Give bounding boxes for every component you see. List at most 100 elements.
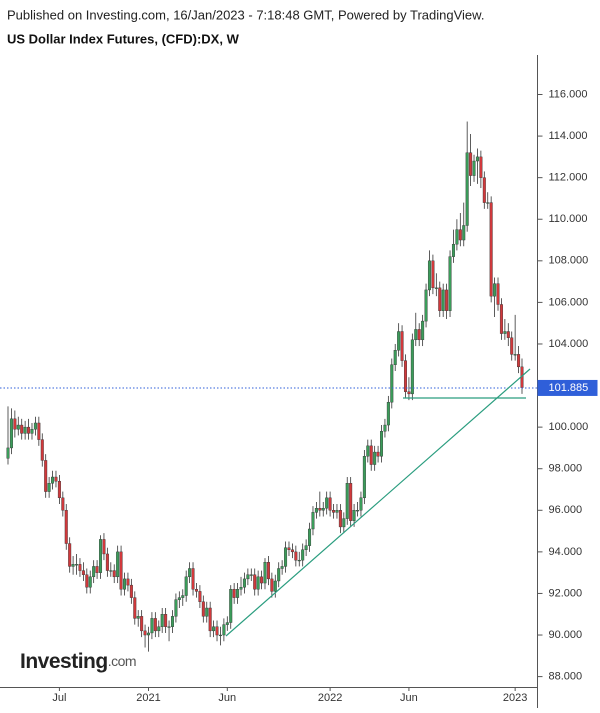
candle-body xyxy=(30,429,34,434)
candle-body xyxy=(369,445,373,465)
candle-body xyxy=(486,202,490,204)
candle-body xyxy=(335,510,339,513)
candle-body xyxy=(287,547,291,550)
candle-body xyxy=(308,528,312,546)
chart-title: US Dollar Index Futures, (CFD):DX, W xyxy=(7,31,240,46)
candle-body xyxy=(448,256,452,311)
candle-body xyxy=(150,618,154,634)
y-tick-label: 100.000 xyxy=(549,421,589,433)
candle-body xyxy=(239,587,243,590)
candle-body xyxy=(242,578,246,588)
candle-body xyxy=(469,152,473,176)
candle-body xyxy=(13,418,17,430)
candle-body xyxy=(314,508,318,513)
candle-body xyxy=(99,539,103,573)
candle-body xyxy=(359,497,363,511)
candle-body xyxy=(33,422,37,430)
candle-body xyxy=(54,476,58,482)
candle-body xyxy=(212,626,216,632)
candle-body xyxy=(280,566,284,569)
candle-body xyxy=(191,568,195,590)
candle-body xyxy=(184,576,188,596)
candle-body xyxy=(64,510,68,544)
candle-body xyxy=(129,584,133,598)
y-tick-label: 104.000 xyxy=(549,338,589,350)
candle-body xyxy=(513,354,517,356)
candle-body xyxy=(167,626,171,628)
candle-body xyxy=(6,447,10,459)
x-tick-label: 2023 xyxy=(503,692,527,704)
candle-body xyxy=(356,510,360,512)
candle-body xyxy=(304,545,308,550)
candle-body xyxy=(160,614,164,627)
candle-body xyxy=(153,618,157,632)
candle-body xyxy=(23,426,27,434)
candle-body xyxy=(386,401,390,426)
candle-body xyxy=(325,497,329,509)
candle-body xyxy=(445,289,449,311)
candle-body xyxy=(414,329,418,341)
candle-body xyxy=(332,510,336,513)
y-tick-label: 94.000 xyxy=(549,546,583,558)
candle-body xyxy=(517,354,521,368)
candle-body xyxy=(9,418,13,449)
candle-body xyxy=(71,564,75,567)
x-tick-label: 2021 xyxy=(136,692,160,704)
candle-body xyxy=(37,422,41,440)
candle-body xyxy=(273,580,277,592)
candle-body xyxy=(146,632,150,636)
candle-body xyxy=(489,202,493,297)
candle-body xyxy=(462,225,466,241)
candle-body xyxy=(260,576,264,584)
candle-body xyxy=(407,391,411,395)
candle-body xyxy=(455,229,459,245)
candle-body xyxy=(366,445,370,457)
y-tick-label: 112.000 xyxy=(549,172,588,184)
candle-body xyxy=(198,591,202,602)
candle-body xyxy=(20,424,24,434)
candle-body xyxy=(164,614,168,627)
candle-body xyxy=(112,570,116,578)
candle-body xyxy=(383,424,387,432)
candle-body xyxy=(47,483,51,492)
candle-body xyxy=(294,551,298,561)
candle-body xyxy=(57,480,61,499)
candle-body xyxy=(301,549,305,561)
candle-body xyxy=(352,510,356,521)
x-tick-label: Jun xyxy=(400,692,418,704)
candle-body xyxy=(222,624,226,636)
candle-body xyxy=(215,626,219,636)
candle-body xyxy=(451,243,455,257)
candle-body xyxy=(499,304,503,334)
candle-body xyxy=(92,566,96,578)
candle-body xyxy=(61,497,65,511)
candle-body xyxy=(133,597,137,619)
y-tick-label: 116.000 xyxy=(549,88,588,100)
candle-body xyxy=(270,578,274,592)
candle-body xyxy=(256,576,260,590)
candle-body xyxy=(338,510,342,528)
x-tick-label: Jun xyxy=(218,692,236,704)
candle-body xyxy=(75,564,79,566)
candle-body xyxy=(109,570,113,572)
candle-body xyxy=(397,331,401,351)
candle-body xyxy=(95,566,99,573)
candle-body xyxy=(424,289,428,322)
y-tick-label: 110.000 xyxy=(549,213,588,225)
candle-body xyxy=(208,607,212,632)
y-tick-label: 108.000 xyxy=(549,255,589,267)
candle-body xyxy=(181,595,185,598)
candle-body xyxy=(441,289,445,311)
candle-body xyxy=(218,634,222,637)
candle-body xyxy=(345,483,349,519)
y-tick-label: 106.000 xyxy=(549,296,589,308)
candle-body xyxy=(16,424,20,430)
candle-body xyxy=(376,451,380,457)
candle-body xyxy=(246,574,250,580)
watermark: Investing.com xyxy=(20,650,136,673)
candle-body xyxy=(510,337,514,355)
candle-body xyxy=(472,160,476,176)
candle-body xyxy=(362,456,366,499)
